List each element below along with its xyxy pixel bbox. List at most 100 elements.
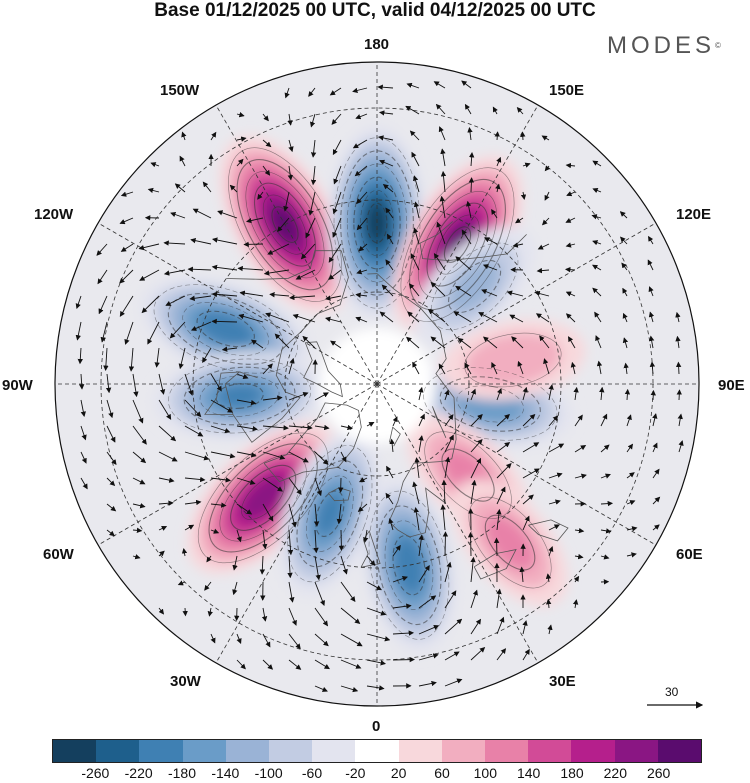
wind-vector	[313, 503, 320, 527]
wind-vector	[418, 653, 439, 661]
wind-vector	[548, 384, 554, 401]
wind-vector	[418, 595, 437, 609]
coastline	[389, 426, 401, 447]
wind-vector	[572, 599, 579, 609]
wind-vector	[366, 685, 385, 691]
colorbar-swatch	[398, 740, 442, 762]
wind-vector	[363, 529, 369, 543]
wind-vector	[622, 287, 628, 297]
wind-vector	[522, 468, 540, 479]
anomaly-contour	[392, 534, 426, 596]
meridian-line	[215, 104, 378, 385]
anomaly-patch	[448, 260, 501, 313]
wind-vector	[594, 311, 602, 323]
wind-vector	[170, 211, 186, 219]
wind-vector	[622, 337, 629, 349]
wind-vector	[238, 313, 264, 323]
wind-vector	[565, 242, 576, 248]
wind-vector	[250, 339, 264, 349]
wind-vector	[287, 165, 293, 181]
wind-vector	[340, 633, 363, 647]
wind-vector	[217, 210, 238, 219]
wind-vector	[366, 555, 376, 566]
wind-vector	[119, 217, 134, 225]
wind-vector	[314, 659, 330, 670]
wind-vector	[418, 534, 424, 557]
wind-vector	[652, 413, 658, 427]
wind-vector	[300, 243, 316, 260]
wind-vector	[467, 127, 473, 141]
wind-vector	[119, 269, 134, 284]
anomaly-patch	[197, 311, 255, 347]
wind-vector	[522, 442, 540, 453]
anomaly-patch	[485, 515, 535, 570]
wind-vector	[128, 347, 135, 372]
label-lon-180: 180	[364, 36, 390, 53]
wind-vector	[392, 630, 415, 636]
wind-vector	[573, 386, 579, 401]
wind-vector	[520, 191, 527, 200]
wind-vector	[262, 139, 272, 148]
coastline	[360, 530, 381, 568]
wind-vector	[239, 290, 264, 297]
wind-vector	[626, 443, 634, 453]
wind-vector	[333, 165, 342, 185]
label-lon-30w: 30W	[170, 673, 201, 690]
wind-vector	[141, 295, 160, 314]
wind-vector	[210, 633, 216, 644]
wind-vector	[470, 457, 482, 479]
anomaly-contour	[333, 137, 421, 309]
wind-vector	[392, 575, 408, 583]
wind-vector	[325, 295, 342, 301]
wind-vector	[600, 554, 610, 560]
wind-vector	[377, 84, 394, 90]
wind-vector	[262, 113, 269, 122]
wind-vector	[494, 131, 500, 141]
wind-vector	[522, 162, 531, 168]
wind-vector	[236, 136, 247, 142]
wind-vector	[444, 651, 460, 661]
colorbar-label: -20	[345, 765, 366, 781]
wind-vector	[287, 555, 293, 579]
colorbar-label: -220	[124, 765, 153, 781]
anomaly-contour	[464, 332, 562, 388]
wind-vector	[517, 360, 524, 375]
wind-vector	[119, 295, 134, 317]
wind-vector	[600, 473, 611, 479]
wind-vector	[512, 242, 524, 248]
wind-vector	[124, 321, 134, 345]
wind-vector	[592, 287, 602, 297]
graticule	[55, 62, 699, 706]
wind-vector	[418, 624, 440, 635]
wind-vector	[440, 148, 446, 167]
wind-vector	[289, 294, 316, 301]
colorbar-swatch	[182, 740, 226, 762]
wind-vector	[548, 499, 561, 505]
wind-vector	[619, 236, 628, 245]
wind-vector	[444, 618, 463, 635]
wind-vector	[288, 451, 309, 463]
wind-vector	[132, 373, 139, 398]
wind-vector	[190, 238, 212, 245]
wind-vector	[292, 313, 316, 323]
wind-vector	[158, 607, 165, 615]
wind-vector	[544, 165, 551, 172]
reference-vector-label: 30	[665, 685, 679, 699]
wind-vector	[652, 496, 661, 505]
wind-vector	[237, 265, 264, 272]
wind-vector	[206, 555, 212, 563]
wind-vector	[79, 373, 85, 390]
wind-vector	[232, 555, 238, 571]
wind-vector	[158, 425, 177, 442]
wind-vector	[80, 425, 87, 441]
wind-vector	[132, 527, 143, 534]
wind-vector	[413, 201, 420, 219]
meridian-line	[376, 104, 539, 385]
wind-vector	[336, 503, 342, 525]
anomaly-contour	[360, 189, 394, 257]
wind-vector	[565, 217, 576, 223]
wind-vector	[338, 529, 345, 552]
wind-vector	[158, 477, 175, 483]
wind-vector	[470, 589, 478, 609]
map-title: Base 01/12/2025 00 UTC, valid 04/12/2025…	[154, 0, 596, 21]
